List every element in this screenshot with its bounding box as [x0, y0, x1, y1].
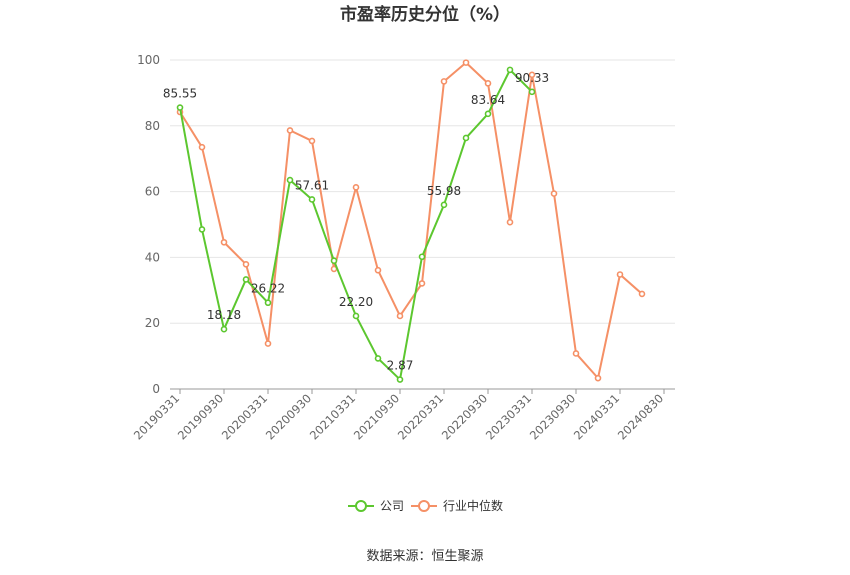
data-label-company: 55.98: [427, 184, 461, 198]
data-point-industry: [396, 312, 404, 320]
legend-item-industry[interactable]: 行业中位数: [411, 498, 503, 513]
data-point-industry: [264, 340, 272, 347]
x-tick-label: 20210331: [307, 391, 358, 442]
legend-company-marker: [355, 500, 367, 512]
data-point-company: [374, 355, 382, 362]
x-tick-label: 20200930: [263, 391, 314, 442]
grid-lines: [170, 59, 675, 324]
data-point-company: [330, 257, 338, 264]
data-point-industry: [242, 261, 250, 268]
legend: 公司 行业中位数: [348, 498, 503, 513]
data-point-company: [286, 176, 294, 184]
y-tick-label: 20: [145, 316, 160, 330]
data-label-company: 57.61: [295, 178, 329, 192]
y-tick-label: 40: [145, 250, 160, 264]
data-point-industry: [286, 127, 294, 134]
legend-item-company[interactable]: 公司: [348, 499, 404, 513]
y-tick-label: 0: [152, 382, 160, 396]
data-point-industry: [462, 59, 470, 66]
data-source-note: 数据来源：恒生聚源: [366, 549, 483, 564]
data-label-company: 90.33: [515, 71, 549, 85]
data-labels: 85.55 18.18 26.22 57.61 22.20 2.87 55.98 83.64 9…: [163, 71, 549, 373]
data-point-industry: [374, 266, 382, 274]
x-tick-label: 20220930: [439, 391, 490, 442]
data-point-industry: [616, 271, 624, 278]
data-point-company: [506, 66, 514, 74]
data-point-industry: [198, 143, 206, 151]
series-line-company: [179, 68, 533, 381]
data-point-company: [418, 253, 426, 261]
data-point-industry: [550, 190, 558, 197]
series-line-industry: [179, 61, 643, 380]
data-point-company: [396, 376, 404, 383]
y-tick-label: 100: [137, 53, 160, 67]
data-point-company: [176, 104, 184, 111]
y-tick-label: 80: [145, 119, 160, 133]
data-label-company: 83.64: [471, 93, 505, 107]
data-point-industry: [484, 80, 492, 87]
legend-industry-marker: [418, 500, 430, 512]
data-label-company: 26.22: [251, 282, 285, 296]
data-label-company: 22.20: [339, 295, 373, 309]
x-tick-label: 20230930: [527, 391, 578, 442]
x-tick-label: 20240830: [615, 391, 666, 442]
chart-title: 市盈率历史分位（%）: [340, 4, 510, 25]
data-point-industry: [528, 71, 536, 79]
x-tick-label: 20190930: [175, 391, 226, 442]
data-point-company: [264, 299, 272, 307]
data-label-company: 85.55: [163, 87, 197, 101]
data-point-industry: [638, 290, 646, 298]
data-point-company: [440, 201, 448, 209]
data-point-company: [352, 312, 360, 320]
data-point-industry: [418, 280, 426, 287]
data-point-company: [198, 226, 206, 233]
y-tick-label: 60: [145, 185, 160, 199]
data-label-company: 18.18: [207, 308, 241, 322]
data-point-industry: [506, 218, 514, 226]
series-lines: [176, 59, 646, 383]
data-point-industry: [352, 184, 360, 191]
x-tick-label: 20230331: [483, 391, 534, 442]
x-tick-label: 20200331: [219, 391, 270, 442]
data-point-company: [528, 88, 536, 96]
data-point-industry: [594, 374, 602, 382]
data-point-company: [308, 196, 316, 203]
data-point-company: [220, 325, 228, 333]
data-point-industry: [440, 78, 448, 85]
data-point-industry: [220, 238, 228, 246]
data-point-industry: [308, 137, 316, 145]
x-tick-label: 20220331: [395, 391, 446, 442]
data-point-industry: [572, 350, 580, 357]
legend-company-label: 公司: [380, 499, 404, 513]
data-point-company: [462, 134, 470, 142]
data-label-company: 2.87: [387, 359, 414, 373]
data-point-company: [242, 276, 250, 283]
data-point-company: [484, 110, 492, 118]
legend-industry-label: 行业中位数: [443, 498, 503, 513]
x-tick-label: 20190331: [131, 391, 182, 442]
x-tick-label: 20240331: [571, 391, 622, 442]
axes: 0 20 40 60 80 100 2019033120190930202003312020…: [131, 53, 675, 443]
x-tick-label: 20210930: [351, 391, 402, 442]
